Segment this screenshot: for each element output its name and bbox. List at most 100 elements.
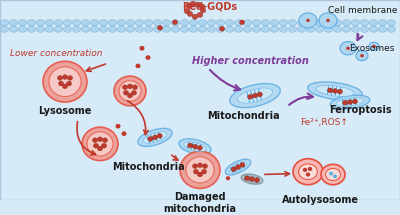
Text: Mitochondria: Mitochondria [112,161,184,172]
Ellipse shape [36,26,44,32]
Circle shape [128,93,132,98]
Circle shape [157,134,162,138]
Circle shape [124,91,128,95]
Circle shape [62,75,68,79]
Circle shape [132,91,136,95]
Ellipse shape [180,26,188,32]
Ellipse shape [162,20,170,26]
Ellipse shape [370,20,378,26]
Circle shape [184,9,190,14]
Circle shape [98,137,102,141]
Ellipse shape [316,20,324,26]
Ellipse shape [244,26,252,32]
Ellipse shape [0,20,8,26]
Text: Damaged
mitochondria: Damaged mitochondria [164,192,236,214]
Circle shape [58,76,62,80]
Circle shape [136,64,140,68]
Ellipse shape [360,26,368,32]
Circle shape [352,99,358,104]
Ellipse shape [234,20,242,26]
Circle shape [58,81,64,86]
Ellipse shape [262,26,270,32]
Ellipse shape [316,85,354,97]
Circle shape [128,84,132,89]
Circle shape [187,11,193,17]
Ellipse shape [299,164,317,180]
Ellipse shape [190,20,198,26]
Ellipse shape [340,41,356,55]
Ellipse shape [330,95,370,109]
Ellipse shape [100,20,108,26]
Ellipse shape [352,26,360,32]
Ellipse shape [288,26,296,32]
Circle shape [346,47,350,50]
Ellipse shape [241,174,263,184]
Circle shape [257,92,262,97]
Ellipse shape [154,26,162,32]
Ellipse shape [234,26,242,32]
Circle shape [329,172,333,175]
Ellipse shape [184,142,206,152]
Circle shape [197,12,203,17]
Circle shape [180,151,220,188]
Circle shape [92,138,98,143]
Ellipse shape [138,128,172,146]
Circle shape [43,61,87,102]
Ellipse shape [316,26,324,32]
Ellipse shape [216,20,224,26]
Ellipse shape [28,20,36,26]
Text: Exosomes: Exosomes [350,44,395,53]
Ellipse shape [288,20,296,26]
Text: Higher concentration: Higher concentration [192,56,309,66]
Circle shape [326,19,330,22]
Ellipse shape [144,26,152,32]
Circle shape [188,143,193,148]
Ellipse shape [108,26,116,32]
Text: Fe²⁺,ROS↑: Fe²⁺,ROS↑ [300,118,348,127]
Ellipse shape [28,26,36,32]
Ellipse shape [172,26,180,32]
Circle shape [236,165,240,169]
Ellipse shape [208,26,216,32]
Circle shape [140,46,144,51]
Circle shape [122,131,126,136]
Ellipse shape [226,20,234,26]
Ellipse shape [280,20,288,26]
Circle shape [198,163,202,167]
Circle shape [194,169,198,174]
Ellipse shape [118,20,126,26]
Circle shape [102,143,106,148]
Text: Lower concentration: Lower concentration [10,49,102,58]
Circle shape [190,1,196,6]
Ellipse shape [172,20,180,26]
Ellipse shape [126,20,134,26]
Ellipse shape [229,162,247,172]
Ellipse shape [144,20,152,26]
Circle shape [348,100,352,104]
Ellipse shape [82,20,90,26]
Ellipse shape [46,26,54,32]
Ellipse shape [370,26,378,32]
Ellipse shape [244,176,260,182]
Circle shape [94,143,98,148]
Ellipse shape [126,26,134,32]
Circle shape [102,138,108,143]
Circle shape [240,163,245,167]
Circle shape [186,157,214,183]
Ellipse shape [270,20,278,26]
Ellipse shape [190,26,198,32]
Circle shape [192,14,198,19]
Circle shape [245,176,250,181]
Ellipse shape [342,26,350,32]
Ellipse shape [360,20,368,26]
Circle shape [252,93,258,98]
Circle shape [360,54,364,57]
Circle shape [333,175,337,178]
Ellipse shape [334,26,342,32]
Ellipse shape [154,20,162,26]
Ellipse shape [100,26,108,32]
Circle shape [306,19,310,22]
Circle shape [148,137,153,141]
Ellipse shape [10,26,18,32]
Ellipse shape [298,20,306,26]
